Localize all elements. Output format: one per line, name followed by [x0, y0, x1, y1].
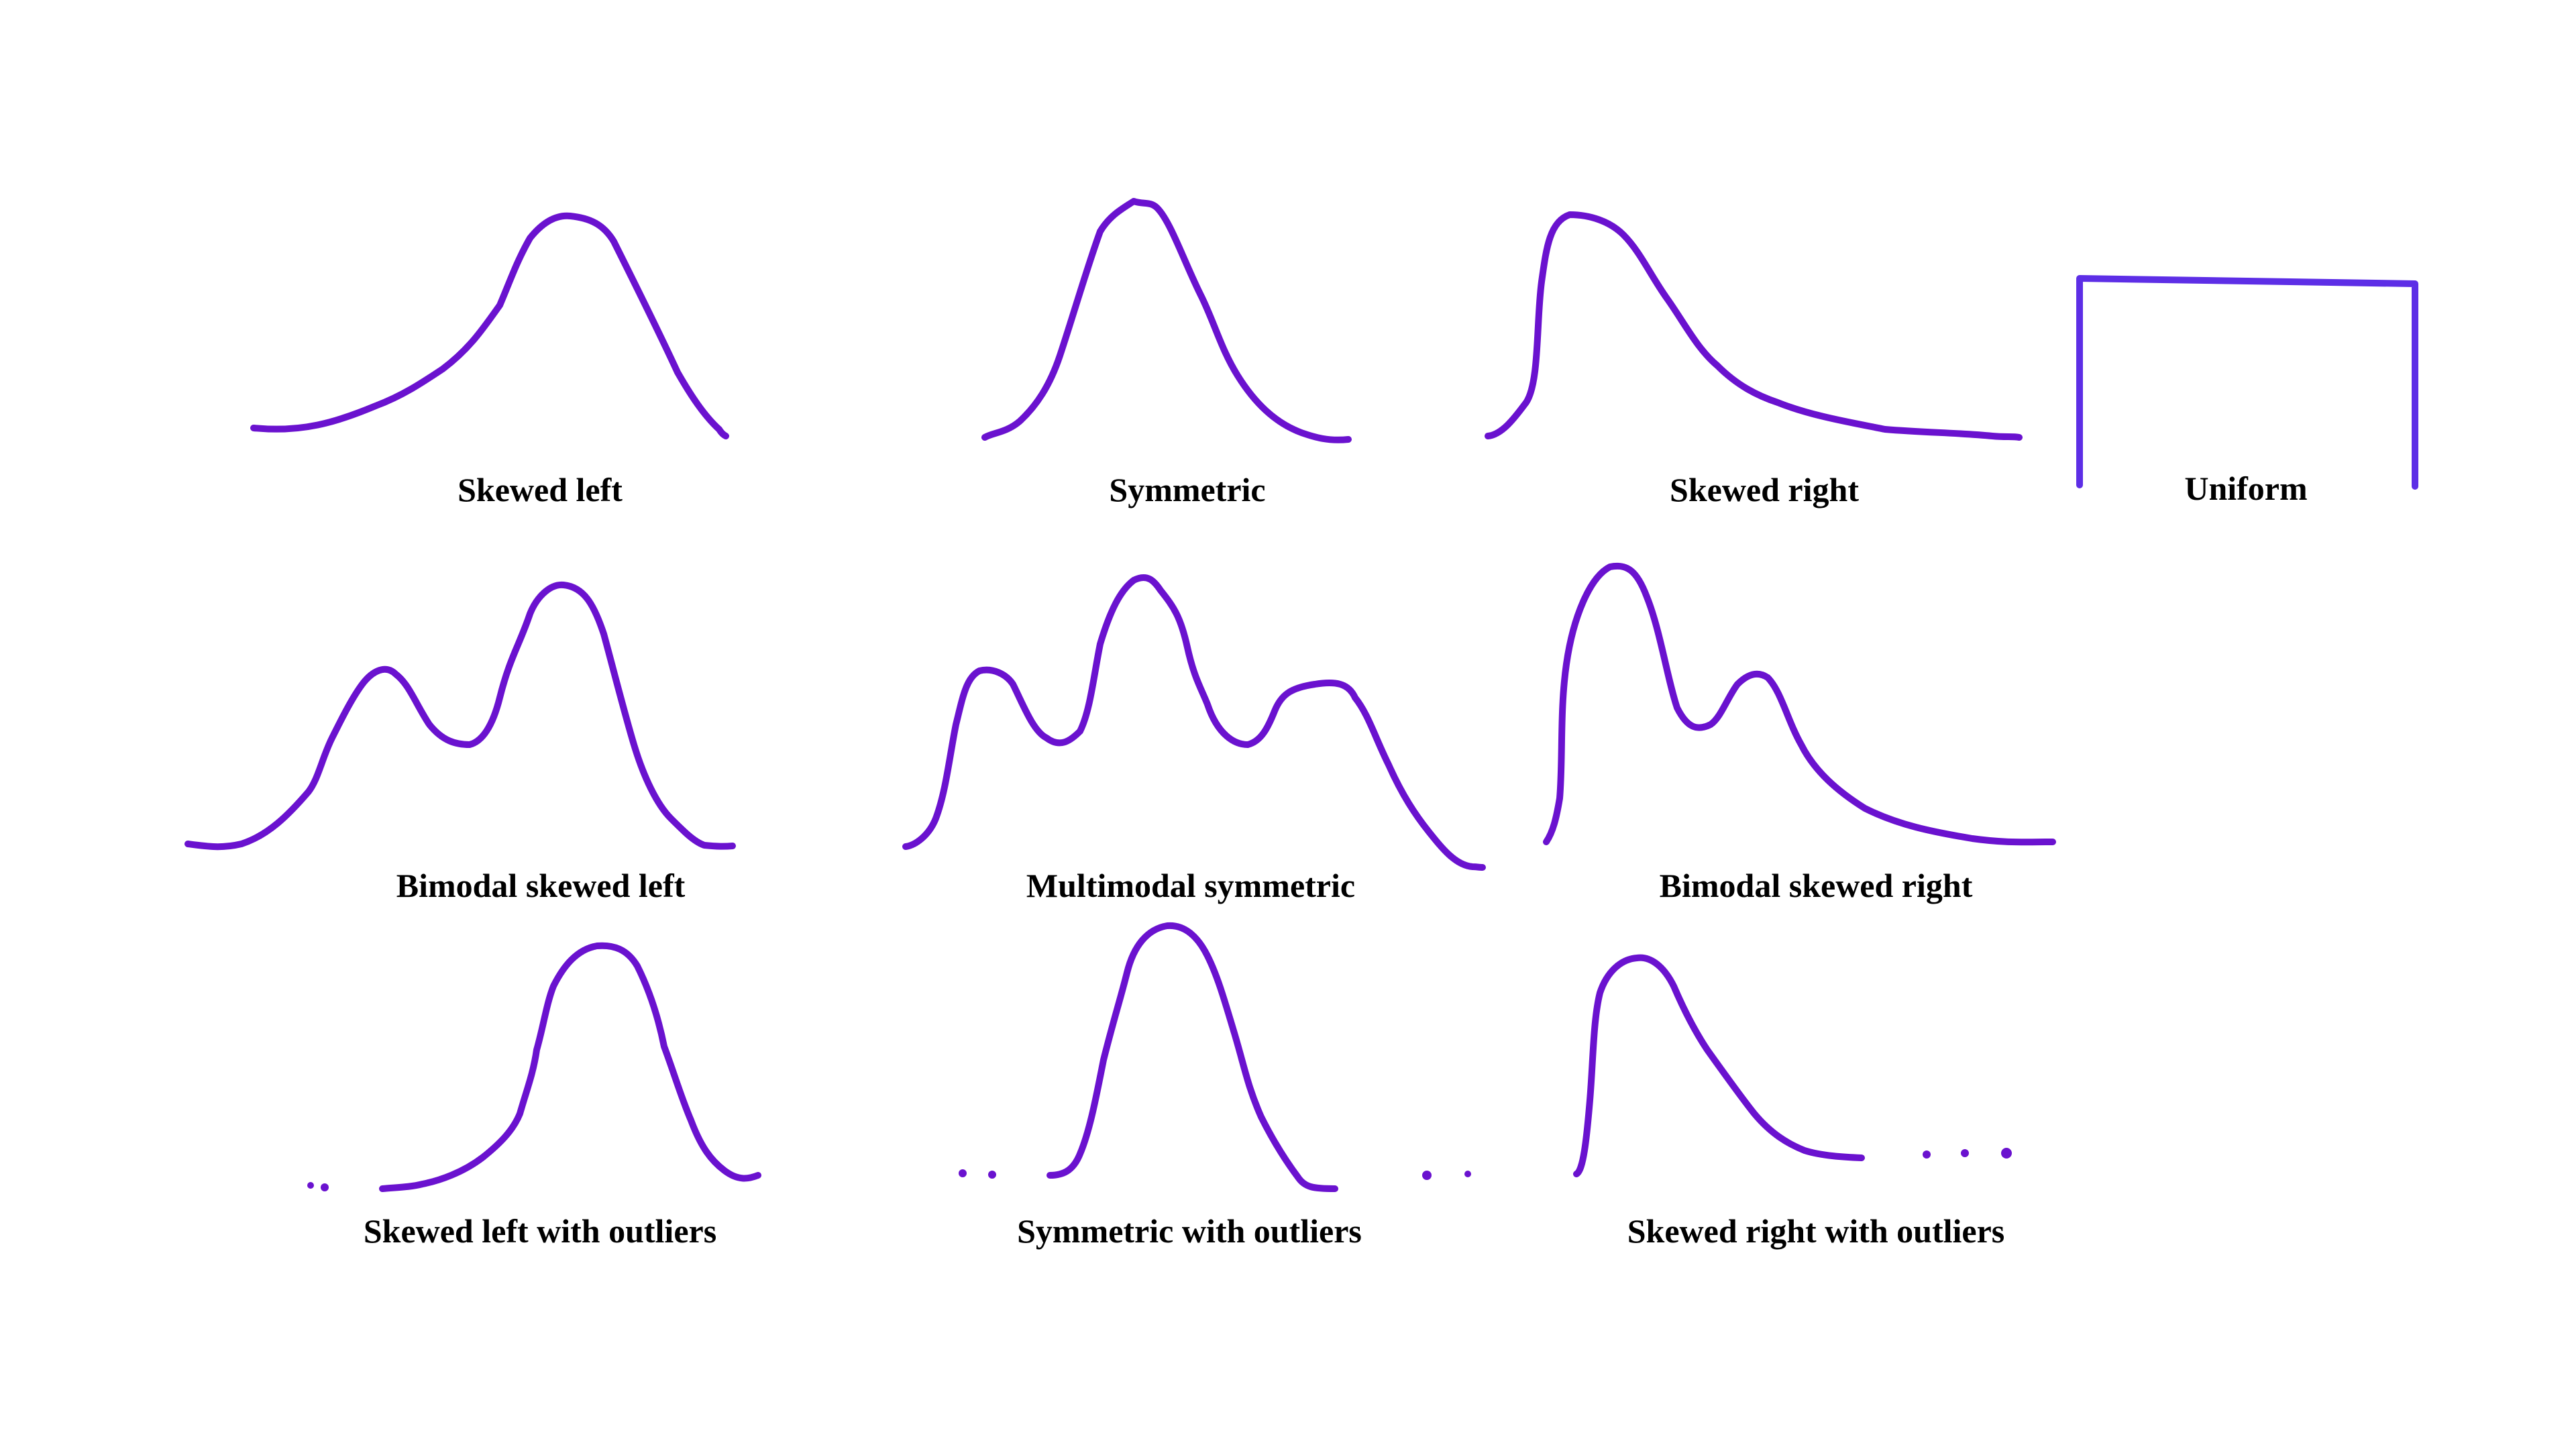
- skewed-right-curve: [1485, 211, 2023, 441]
- label-skewed-left: Skewed left: [458, 471, 623, 508]
- label-bimodal-skewed-left: Bimodal skewed left: [396, 867, 686, 904]
- skewed-right-outliers-curve: [1573, 954, 1865, 1177]
- outlier-dot: [959, 1169, 967, 1177]
- label-symmetric-with-outliers: Symmetric with outliers: [1017, 1212, 1362, 1250]
- outlier-dots: [307, 1148, 2012, 1191]
- uniform-shape: [2076, 275, 2418, 490]
- outlier-dot: [988, 1171, 996, 1179]
- outlier-dot: [321, 1183, 329, 1191]
- label-bimodal-skewed-right: Bimodal skewed right: [1659, 867, 1973, 904]
- label-skewed-right: Skewed right: [1670, 471, 1859, 508]
- label-uniform: Uniform: [2184, 470, 2308, 507]
- bimodal-skewed-left-curve: [184, 581, 736, 851]
- outlier-dot: [1422, 1171, 1432, 1180]
- outlier-dot: [307, 1182, 314, 1189]
- label-skewed-left-with-outliers: Skewed left with outliers: [363, 1212, 717, 1250]
- label-symmetric: Symmetric: [1109, 471, 1266, 508]
- label-multimodal-symmetric: Multimodal symmetric: [1026, 867, 1356, 904]
- outlier-dot: [2001, 1148, 2012, 1159]
- outlier-dot: [1464, 1171, 1471, 1177]
- skewed-left-outliers-curve: [379, 942, 761, 1192]
- symmetric-outliers-curve: [1046, 922, 1338, 1192]
- outlier-dot: [1961, 1149, 1969, 1157]
- bimodal-skewed-right-curve: [1543, 562, 2056, 846]
- skewed-left-curve: [250, 212, 729, 439]
- label-skewed-right-with-outliers: Skewed right with outliers: [1627, 1212, 2005, 1250]
- symmetric-curve: [981, 198, 1352, 443]
- outlier-dot: [1923, 1150, 1931, 1159]
- multimodal-symmetric-curve: [902, 574, 1486, 871]
